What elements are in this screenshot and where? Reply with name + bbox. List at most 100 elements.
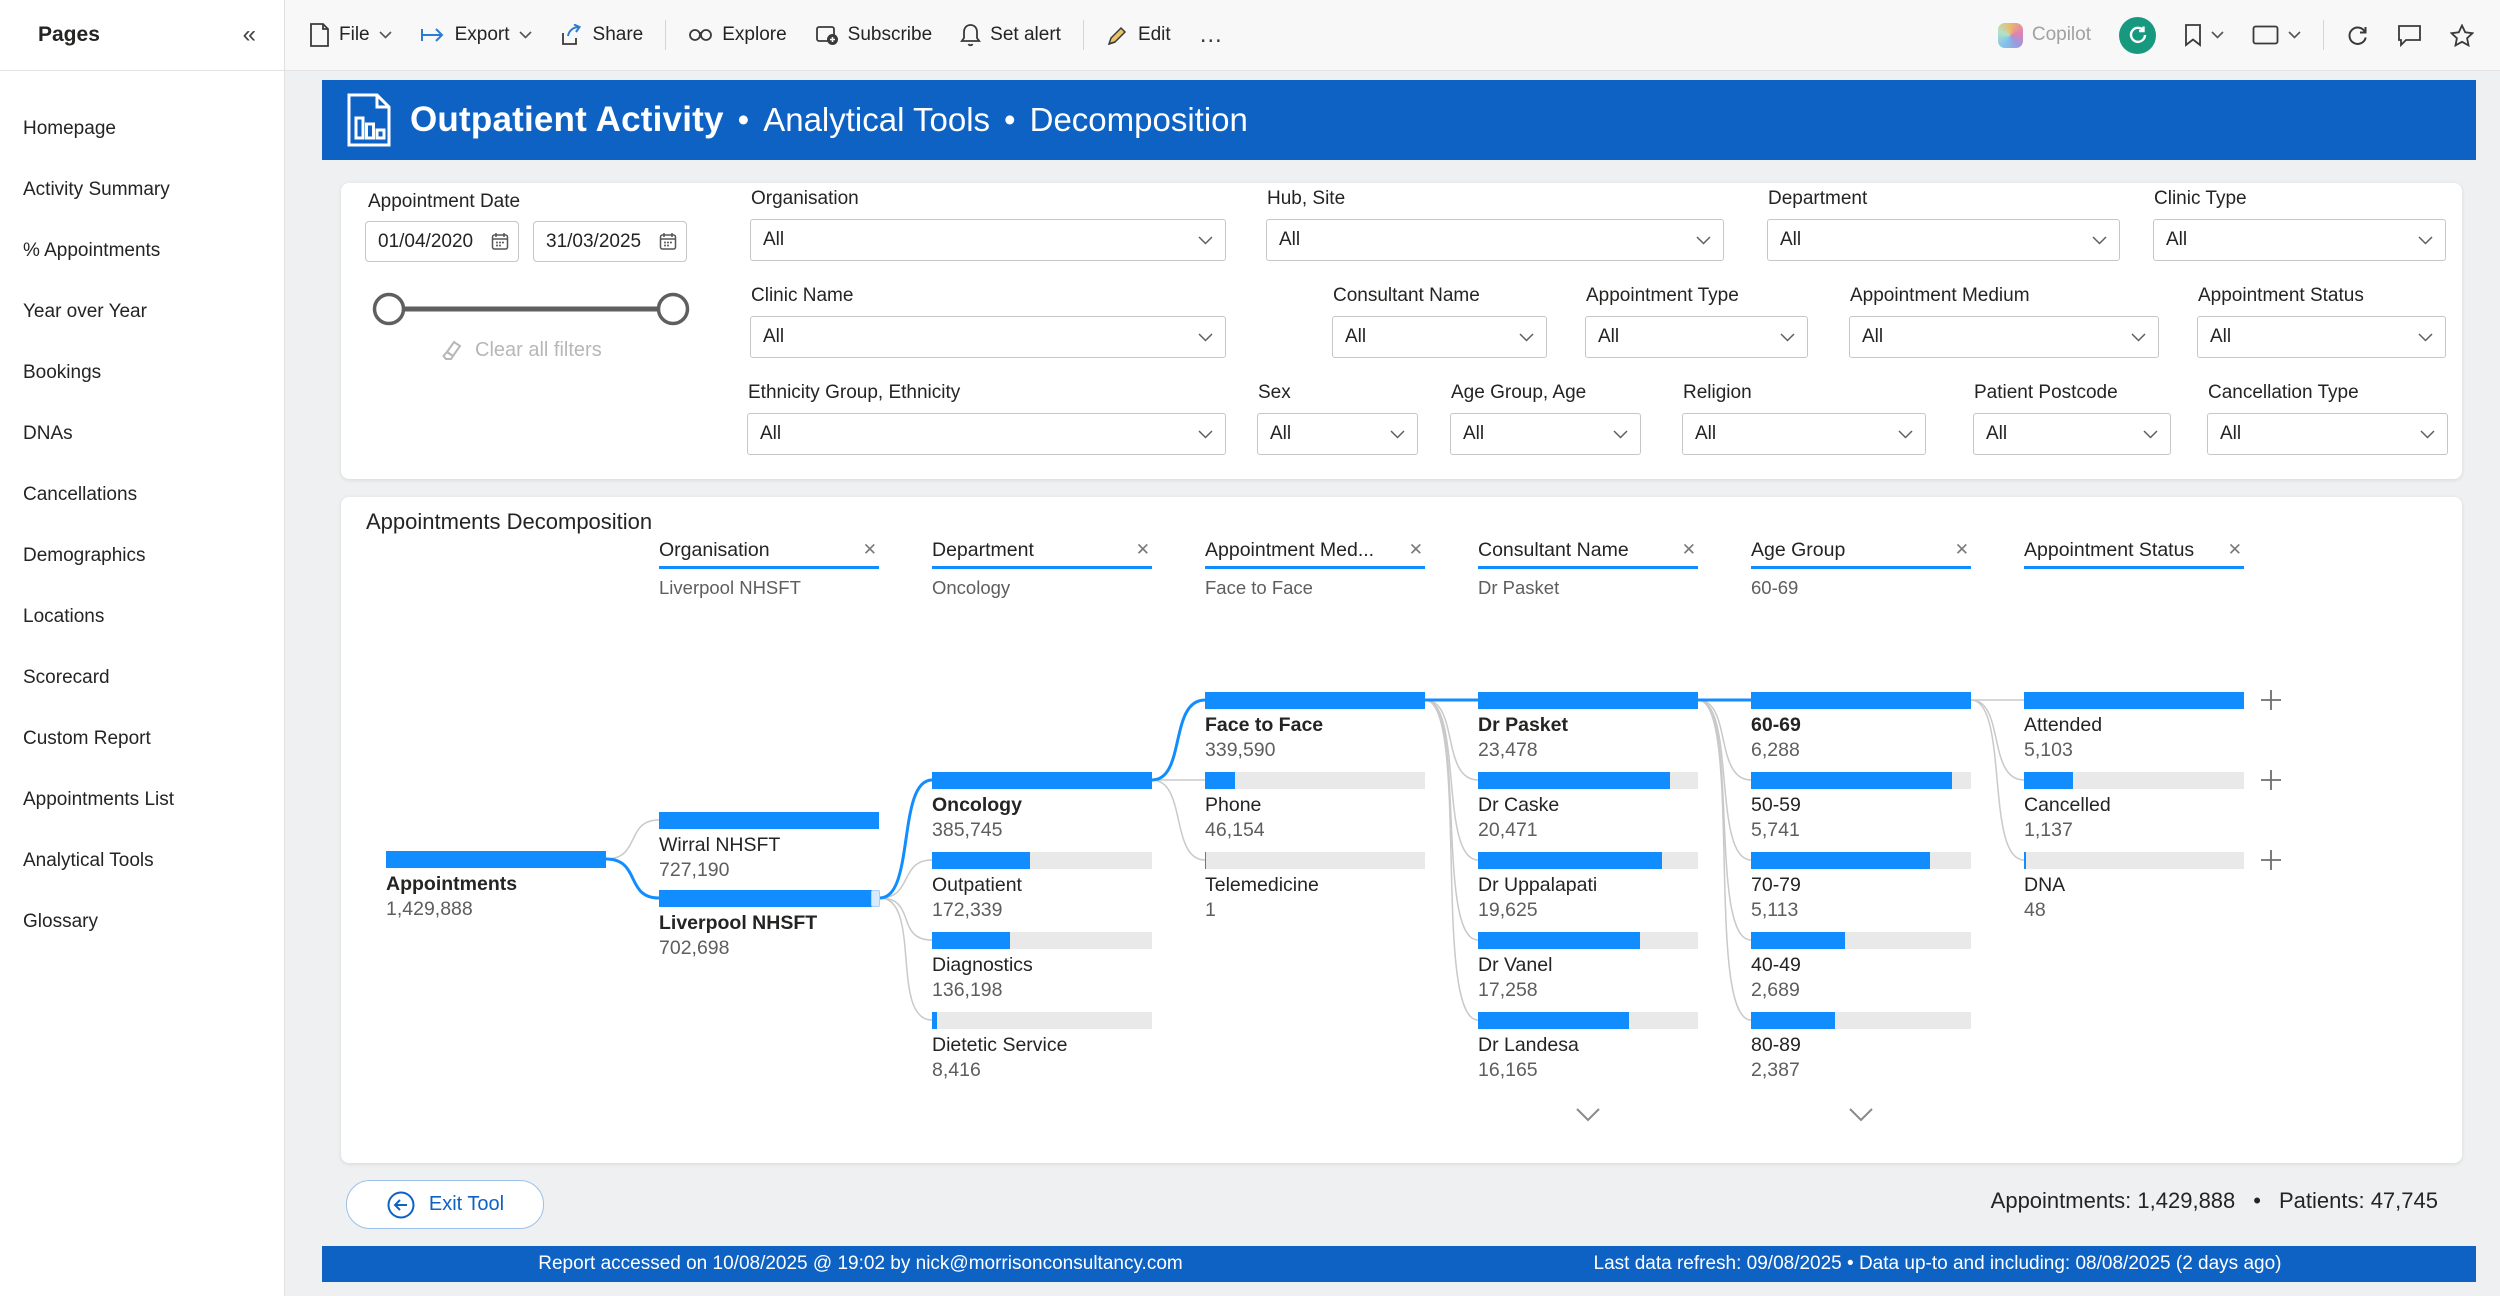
sex-dropdown[interactable]: All <box>1257 413 1418 455</box>
subscribe-button[interactable]: Subscribe <box>815 23 932 47</box>
sidebar-item-analytical-tools[interactable]: Analytical Tools <box>23 849 154 871</box>
date-range-slider[interactable] <box>371 291 691 327</box>
consultant-name-dropdown[interactable]: All <box>1332 316 1547 358</box>
breadcrumb-underline <box>1478 566 1698 569</box>
tree-node-dr-vanel[interactable]: Dr Vanel 17,258 <box>1478 932 1698 1002</box>
close-icon[interactable]: ✕ <box>1954 540 1969 559</box>
tree-node-70-79[interactable]: 70-79 5,113 <box>1751 852 1971 922</box>
tree-node-80-89[interactable]: 80-89 2,387 <box>1751 1012 1971 1082</box>
expand-node-button[interactable] <box>2258 847 2284 873</box>
chevron-down-icon <box>2131 332 2146 342</box>
toolbar-left-group: File Export Share Explore Subscribe <box>295 0 1239 70</box>
set-alert-button[interactable]: Set alert <box>960 23 1061 47</box>
tree-node-cancelled[interactable]: Cancelled 1,137 <box>2024 772 2244 842</box>
chevron-down-icon <box>1198 332 1213 342</box>
clinic-type-dropdown[interactable]: All <box>2153 219 2446 261</box>
tree-node-dna[interactable]: DNA 48 <box>2024 852 2244 922</box>
close-icon[interactable]: ✕ <box>1408 540 1423 559</box>
exit-tool-button[interactable]: Exit Tool <box>346 1180 544 1229</box>
appointment-medium-dropdown[interactable]: All <box>1849 316 2159 358</box>
date-to-input[interactable]: 31/03/2025 <box>533 221 687 262</box>
tree-node-diagnostics[interactable]: Diagnostics 136,198 <box>932 932 1152 1002</box>
hub-site-dropdown[interactable]: All <box>1266 219 1724 261</box>
religion-dropdown[interactable]: All <box>1682 413 1926 455</box>
chevron-down-icon <box>1519 332 1534 342</box>
organisation-dropdown[interactable]: All <box>750 219 1226 261</box>
expand-node-button[interactable] <box>2258 687 2284 713</box>
collapse-sidebar-icon[interactable]: « <box>242 21 256 48</box>
copilot-button[interactable]: Copilot <box>1997 22 2091 48</box>
sidebar-item-dnas[interactable]: DNAs <box>23 422 73 444</box>
tree-node-60-69[interactable]: 60-69 6,288 <box>1751 692 1971 762</box>
clear-all-filters-button[interactable]: Clear all filters <box>439 338 602 362</box>
sidebar-item-year-over-year[interactable]: Year over Year <box>23 300 147 322</box>
tree-node-oncology[interactable]: Oncology 385,745 <box>932 772 1152 842</box>
tree-node-50-59[interactable]: 50-59 5,741 <box>1751 772 1971 842</box>
reset-icon <box>2129 26 2146 44</box>
sidebar-item-cancellations[interactable]: Cancellations <box>23 483 138 505</box>
edit-button[interactable]: Edit <box>1106 24 1171 47</box>
footer-access-info: Report accessed on 10/08/2025 @ 19:02 by… <box>538 1253 1183 1274</box>
chevron-down-icon <box>379 31 392 39</box>
file-menu-button[interactable]: File <box>309 23 392 47</box>
sidebar-item-bookings[interactable]: Bookings <box>23 361 102 383</box>
cancellation-type-dropdown[interactable]: All <box>2207 413 2448 455</box>
patient-postcode-dropdown[interactable]: All <box>1973 413 2171 455</box>
sidebar-item-appointments-list[interactable]: Appointments List <box>23 788 175 810</box>
tree-node-dietetic-service[interactable]: Dietetic Service 8,416 <box>932 1012 1152 1082</box>
tree-node-dr-caske[interactable]: Dr Caske 20,471 <box>1478 772 1698 842</box>
sidebar-item-homepage[interactable]: Homepage <box>23 117 116 139</box>
explore-button[interactable]: Explore <box>688 24 787 46</box>
tree-node-liverpool-nhsft[interactable]: Liverpool NHSFT 702,698 <box>659 890 880 960</box>
close-icon[interactable]: ✕ <box>1681 540 1696 559</box>
export-menu-button[interactable]: Export <box>420 24 532 46</box>
clinic-name-dropdown[interactable]: All <box>750 316 1226 358</box>
tree-node-40-49[interactable]: 40-49 2,689 <box>1751 932 1971 1002</box>
node-bar <box>932 852 1152 869</box>
tree-node-dr-pasket[interactable]: Dr Pasket 23,478 <box>1478 692 1698 762</box>
tree-node-dr-uppalapati[interactable]: Dr Uppalapati 19,625 <box>1478 852 1698 922</box>
comments-button[interactable] <box>2397 24 2422 47</box>
tree-node-dr-landesa[interactable]: Dr Landesa 16,165 <box>1478 1012 1698 1082</box>
tree-node-appointments[interactable]: Appointments 1,429,888 <box>386 851 606 921</box>
tree-node-telemedicine[interactable]: Telemedicine 1 <box>1205 852 1425 922</box>
age-group-dropdown[interactable]: All <box>1450 413 1641 455</box>
tree-node-outpatient[interactable]: Outpatient 172,339 <box>932 852 1152 922</box>
refresh-button[interactable] <box>2346 24 2369 47</box>
tree-node-face-to-face[interactable]: Face to Face 339,590 <box>1205 692 1425 762</box>
sidebar-item-glossary[interactable]: Glossary <box>23 910 98 932</box>
close-icon[interactable]: ✕ <box>1135 540 1150 559</box>
ethnicity-dropdown[interactable]: All <box>747 413 1226 455</box>
show-more-ages-button[interactable] <box>1844 1105 1878 1125</box>
appointment-status-dropdown[interactable]: All <box>2197 316 2446 358</box>
sidebar-item-demographics[interactable]: Demographics <box>23 544 146 566</box>
more-options-button[interactable]: … <box>1199 21 1225 49</box>
favorite-button[interactable] <box>2450 23 2474 47</box>
node-bar <box>1205 852 1425 869</box>
bookmarks-button[interactable] <box>2184 23 2224 47</box>
show-more-consultants-button[interactable] <box>1571 1105 1605 1125</box>
node-selection-handle[interactable] <box>871 890 880 907</box>
sidebar-item-activity-summary[interactable]: Activity Summary <box>23 178 170 200</box>
tree-node-wirral-nhsft[interactable]: Wirral NHSFT 727,190 <box>659 812 879 882</box>
close-icon[interactable]: ✕ <box>862 540 877 559</box>
tree-node-phone[interactable]: Phone 46,154 <box>1205 772 1425 842</box>
view-mode-button[interactable] <box>2252 25 2301 45</box>
expand-node-button[interactable] <box>2258 767 2284 793</box>
slider-handle-left <box>372 292 406 326</box>
reset-filters-button[interactable] <box>2119 16 2156 54</box>
sidebar-item-custom-report[interactable]: Custom Report <box>23 727 151 749</box>
appointment-type-dropdown[interactable]: All <box>1585 316 1808 358</box>
sidebar-item-scorecard[interactable]: Scorecard <box>23 666 110 688</box>
sidebar-item-locations[interactable]: Locations <box>23 605 105 627</box>
refresh-icon <box>2348 26 2367 45</box>
tree-node-attended[interactable]: Attended 5,103 <box>2024 692 2244 762</box>
share-button[interactable]: Share <box>560 24 643 46</box>
close-icon[interactable]: ✕ <box>2227 540 2242 559</box>
department-dropdown[interactable]: All <box>1767 219 2120 261</box>
node-bar <box>932 1012 1152 1029</box>
sidebar-item-pct-appointments[interactable]: % Appointments <box>23 239 161 261</box>
node-bar <box>1478 772 1698 789</box>
date-from-input[interactable]: 01/04/2020 <box>365 221 519 262</box>
